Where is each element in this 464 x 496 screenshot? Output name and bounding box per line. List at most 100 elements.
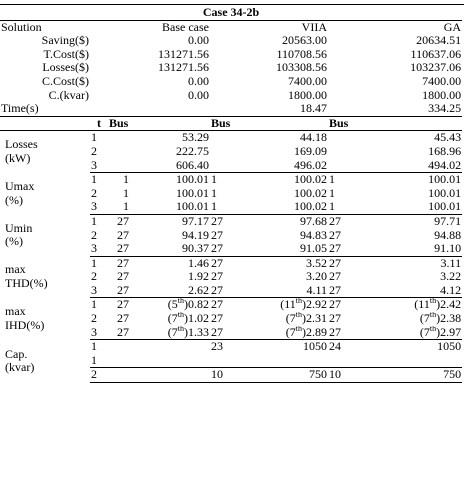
group-t: 2	[91, 228, 97, 242]
summary-viia-value: 1800.00	[288, 88, 327, 102]
summary-base-value: 131271.56	[158, 47, 209, 61]
group-bus-viia: 1	[210, 200, 236, 215]
group-label: Umin (%)	[0, 214, 90, 256]
cap-row: 2 10 750 10 750	[0, 367, 463, 384]
group-row: 2 1 100.01 1 100.02 1 100.01	[0, 187, 462, 201]
group-t: 3	[90, 283, 108, 299]
group-bus-base: 1	[123, 172, 129, 187]
group-label: max IHD(%)	[0, 298, 90, 340]
harmonic-suffix: th	[429, 325, 437, 333]
summary-ga-value: 20634.51	[416, 34, 462, 48]
summary-row-label: Saving($)	[41, 34, 89, 48]
group-value: 53.29	[182, 130, 209, 145]
group-bus-base: 27	[117, 270, 129, 284]
group-label-line1: Cap.	[5, 346, 28, 361]
group-value: 100.01	[354, 200, 463, 215]
case-title-row: Case 34-2b	[0, 6, 463, 21]
group-t: 1	[91, 214, 97, 228]
group-bus-viia: 10	[210, 367, 236, 384]
group-bus-viia: 27	[211, 270, 223, 284]
group-value: 3.52	[306, 256, 327, 270]
group-bus-viia: 27	[210, 283, 236, 299]
group-t: 2	[90, 367, 108, 384]
summary-time-ga: 334.25	[328, 102, 463, 117]
group-label-line1: max	[5, 262, 26, 277]
harmonic-order: 7	[171, 325, 178, 339]
group-value: 750	[354, 367, 463, 384]
group-row: 2 27 (7th)1.02 27 (7th)2.31 27 (7th)2.38	[0, 312, 462, 326]
harmonic-order: 7	[289, 325, 296, 339]
group-value: 100.01	[428, 172, 462, 187]
group-value: 2.62	[130, 283, 210, 299]
summary-row: C.(kvar) 0.00 1800.00 1800.00	[0, 89, 462, 103]
group-value	[130, 367, 210, 384]
group-bus-viia: 27	[211, 312, 223, 326]
group-value: 100.02	[294, 172, 327, 187]
harmonic-order: 7	[289, 312, 296, 326]
group-bus-viia	[210, 145, 236, 159]
group-value: (11th)2.42	[414, 297, 462, 312]
summary-viia-value: 20563.00	[282, 34, 327, 48]
group-value: (7th)2.97	[354, 325, 463, 341]
group-value: 4.11	[236, 283, 328, 299]
group-value: 3.20	[306, 270, 327, 284]
group-label-line2: (kW)	[5, 150, 31, 165]
group-bus-base: 27	[117, 228, 129, 242]
group-bus-base	[108, 367, 130, 384]
harmonic-suffix: th	[177, 325, 184, 333]
summary-row-label: C.Cost($)	[41, 74, 89, 88]
detail-header-bus-ga: Bus	[328, 116, 463, 132]
harmonic-order: 7	[171, 312, 178, 326]
group-label-line2: (kvar)	[5, 360, 35, 375]
group-bus-base	[108, 354, 130, 368]
group-value: 100.01	[176, 172, 209, 187]
group-bus-ga: 27	[329, 312, 341, 326]
group-value: 1.46	[188, 256, 209, 270]
group-bus-viia: 27	[211, 256, 223, 270]
group-bus-ga: 27	[329, 270, 341, 284]
group-value: 97.71	[434, 214, 462, 228]
harmonic-suffix: th	[429, 297, 437, 306]
summary-base-value: 0.00	[188, 74, 209, 88]
group-label-line2: THD(%)	[5, 276, 48, 291]
group-row: Losses (kW) 1 53.29 44.18 45.43	[0, 130, 462, 165]
group-bus-ga	[328, 145, 354, 159]
harmonic-order: 11	[284, 297, 296, 312]
group-bus-base: 27	[108, 325, 130, 341]
group-value: 90.37	[130, 242, 210, 257]
group-value: 3.22	[440, 270, 462, 284]
summary-header-base: Base case	[162, 20, 209, 34]
group-value: 94.88	[434, 228, 462, 242]
group-value: 94.83	[300, 228, 327, 242]
group-label-line2: (%)	[5, 192, 23, 207]
group-bus-ga: 24	[329, 339, 341, 354]
group-bus-ga: 1	[329, 186, 335, 200]
group-bus-base: 27	[108, 283, 130, 299]
group-t: 3	[90, 325, 108, 341]
harmonic-value: 2.89	[306, 325, 327, 339]
summary-base-value: 0.00	[188, 88, 209, 102]
group-bus-ga: 1	[329, 172, 335, 187]
harmonic-order: 7	[423, 312, 430, 326]
group-row: max IHD(%) 1 27 (5th)0.82 27 (11th)2.92 27 (11th…	[0, 297, 462, 331]
summary-base-value: 0.00	[188, 34, 209, 48]
group-bus-base: 27	[108, 242, 130, 257]
group-t: 2	[91, 312, 97, 326]
group-value: 100.01	[176, 186, 209, 200]
detail-header-row: t Bus Bus Bus	[0, 116, 463, 132]
group-bus-base: 27	[117, 256, 129, 270]
group-bus-base: 1	[108, 200, 130, 215]
group-value: 97.17	[182, 214, 209, 228]
harmonic-suffix: th	[177, 297, 184, 306]
results-table: Case 34-2b Solution Base case VIIA GA Sa…	[0, 6, 463, 384]
group-bus-viia: 27	[211, 214, 223, 228]
group-value: 4.12	[354, 283, 463, 299]
group-label-line1: max	[5, 304, 26, 319]
summary-header-ga: GA	[443, 20, 462, 34]
group-row: 3 27 (7th)1.33 27 (7th)2.89 27 (7th)2.97	[0, 325, 463, 341]
harmonic-value: 2.31	[306, 312, 327, 326]
summary-base-value: 131271.56	[158, 61, 209, 75]
group-value: 3.11	[440, 256, 462, 270]
group-row: 2 222.75 169.09 168.96	[0, 145, 462, 159]
group-bus-base: 27	[117, 297, 129, 312]
